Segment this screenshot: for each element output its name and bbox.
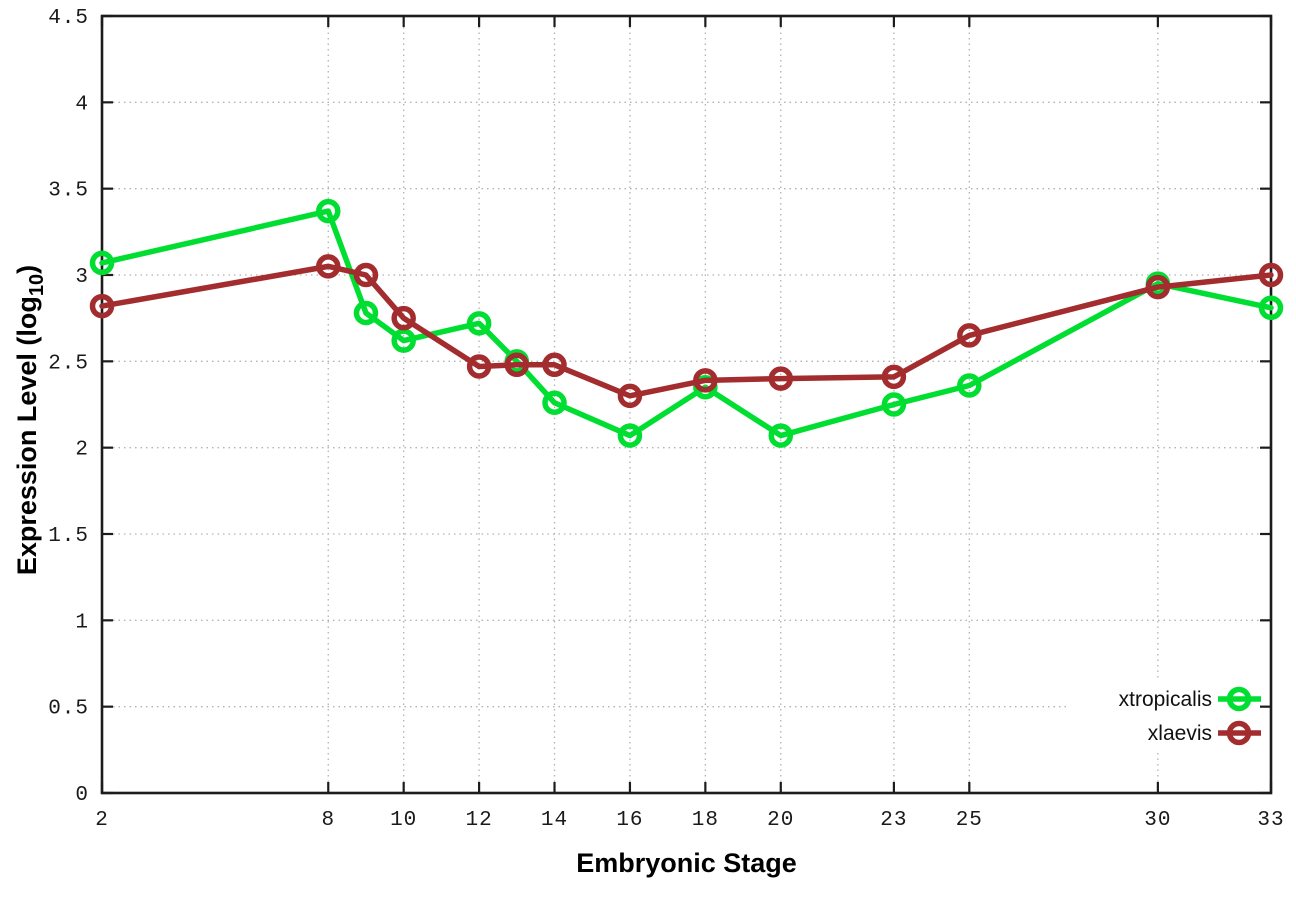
data-point-xlaevis-stage-25 — [957, 323, 982, 348]
y-tick-label-2: 2 — [75, 439, 89, 462]
data-point-xtropicalis-stage-9 — [353, 300, 379, 326]
y-tick-label-3: 3 — [75, 266, 89, 289]
y-tick-label-4.5: 4.5 — [48, 7, 89, 30]
x-axis-title: Embryonic Stage — [576, 848, 797, 878]
tick-marks — [100, 14, 1273, 795]
series-xlaevis — [89, 254, 1284, 409]
data-point-xtropicalis-stage-33 — [1258, 295, 1284, 321]
legend-label-xtropicalis: xtropicalis — [1119, 688, 1212, 711]
data-point-xlaevis-stage-18 — [693, 368, 718, 393]
plot-border — [100, 14, 1273, 795]
x-tick-label-2: 2 — [95, 809, 109, 832]
series-line-xtropicalis — [99, 208, 1274, 439]
data-point-xlaevis-stage-20 — [768, 366, 794, 391]
x-tick-label-10: 10 — [390, 809, 417, 832]
data-point-xlaevis-stage-9 — [353, 262, 379, 288]
y-tick-label-1.5: 1.5 — [48, 525, 89, 548]
legend-marker-xlaevis — [1226, 720, 1252, 746]
y-tick-label-0: 0 — [75, 784, 89, 807]
data-point-xlaevis-stage-10 — [391, 305, 416, 331]
y-tick-label-4: 4 — [75, 93, 89, 116]
data-point-xlaevis-stage-13 — [504, 352, 530, 378]
data-point-xtropicalis-stage-8 — [316, 198, 341, 224]
x-tick-labels: 2 8 10 12 14 16 18 20 23 25 30 33 — [95, 809, 1284, 832]
series-line-xlaevis — [99, 263, 1274, 399]
y-tick-labels: 0 0.5 1 1.5 2 2.5 3 3.5 4 4.5 — [48, 7, 89, 807]
x-tick-label-33: 33 — [1257, 809, 1284, 832]
data-point-xlaevis-stage-8 — [316, 254, 341, 279]
y-tick-label-2.5: 2.5 — [48, 352, 89, 375]
data-point-xlaevis-stage-23 — [881, 364, 907, 390]
gridlines — [102, 16, 1271, 793]
y-axis-title: Expression Level (log10) — [12, 265, 48, 575]
data-point-xtropicalis-stage-2 — [89, 250, 115, 276]
data-point-xtropicalis-stage-20 — [768, 423, 794, 448]
data-point-xtropicalis-stage-16 — [617, 423, 643, 448]
data-point-xtropicalis-stage-14 — [542, 390, 567, 416]
y-tick-label-3.5: 3.5 — [48, 180, 89, 203]
series-xtropicalis — [89, 198, 1284, 448]
data-point-xlaevis-stage-30 — [1145, 274, 1171, 300]
x-tick-label-20: 20 — [767, 809, 794, 832]
data-point-xlaevis-stage-12 — [466, 354, 492, 379]
x-tick-label-14: 14 — [541, 809, 568, 832]
x-tick-label-16: 16 — [616, 809, 643, 832]
legend-label-xlaevis: xlaevis — [1148, 722, 1212, 745]
data-point-xtropicalis-stage-25 — [957, 373, 982, 398]
data-point-xtropicalis-stage-23 — [881, 392, 907, 417]
x-tick-label-25: 25 — [956, 809, 983, 832]
y-tick-label-1: 1 — [75, 611, 89, 634]
data-point-xtropicalis-stage-12 — [466, 311, 492, 336]
x-tick-label-30: 30 — [1144, 809, 1171, 832]
data-point-xlaevis-stage-33 — [1258, 262, 1284, 288]
data-point-xlaevis-stage-16 — [617, 383, 643, 409]
legend: xtropicalis xlaevis — [1119, 686, 1261, 746]
data-point-xlaevis-stage-14 — [542, 352, 567, 378]
x-tick-label-12: 12 — [465, 809, 492, 832]
x-tick-label-8: 8 — [321, 809, 335, 832]
data-point-xtropicalis-stage-10 — [391, 328, 416, 353]
data-point-xlaevis-stage-2 — [89, 293, 115, 319]
legend-marker-xtropicalis — [1226, 686, 1252, 712]
y-tick-label-0.5: 0.5 — [48, 698, 89, 721]
x-tick-label-18: 18 — [692, 809, 719, 832]
x-tick-label-23: 23 — [880, 809, 907, 832]
